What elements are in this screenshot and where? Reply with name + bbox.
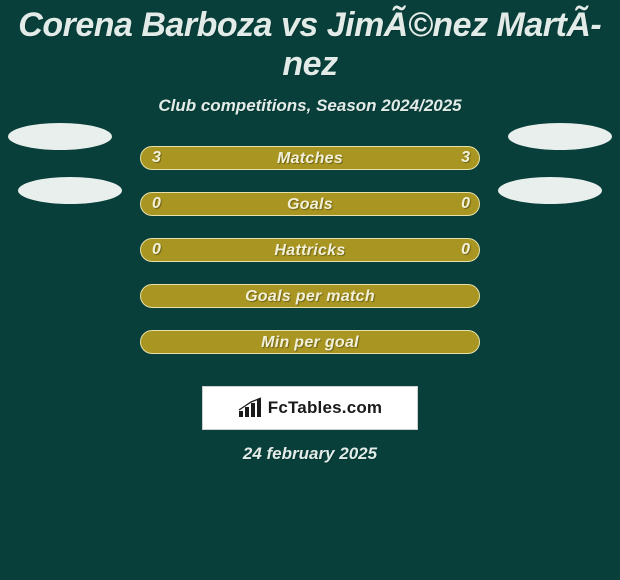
stat-bar: Goals per match (140, 284, 480, 308)
stat-value-left: 0 (152, 192, 161, 216)
stat-value-left: 0 (152, 238, 161, 262)
subtitle: Club competitions, Season 2024/2025 (0, 96, 620, 116)
stat-row: Goals per match (0, 284, 620, 330)
date-stamp: 24 february 2025 (0, 444, 620, 464)
stats-container: Matches 3 3 Goals 0 0 Hattricks 0 0 Goals per mat… (0, 146, 620, 376)
source-logo[interactable]: FcTables.com (202, 386, 418, 430)
stat-label: Goals per match (245, 288, 375, 305)
bars-icon (238, 397, 264, 419)
stat-bar: Matches (140, 146, 480, 170)
stat-value-right: 3 (461, 146, 470, 170)
stat-label: Hattricks (274, 242, 345, 259)
stat-label: Min per goal (261, 334, 359, 351)
stat-row: Goals 0 0 (0, 192, 620, 238)
stat-value-right: 0 (461, 192, 470, 216)
page-title: Corena Barboza vs JimÃ©nez MartÃ­nez (0, 0, 620, 84)
stat-row: Matches 3 3 (0, 146, 620, 192)
stat-bar: Hattricks (140, 238, 480, 262)
stat-value-left: 3 (152, 146, 161, 170)
stat-label: Goals (287, 196, 333, 213)
source-logo-text: FcTables.com (268, 398, 383, 418)
comparison-card: Corena Barboza vs JimÃ©nez MartÃ­nez Clu… (0, 0, 620, 580)
stat-value-right: 0 (461, 238, 470, 262)
stat-bar: Min per goal (140, 330, 480, 354)
stat-bar: Goals (140, 192, 480, 216)
stat-row: Min per goal (0, 330, 620, 376)
stat-row: Hattricks 0 0 (0, 238, 620, 284)
stat-label: Matches (277, 150, 343, 167)
